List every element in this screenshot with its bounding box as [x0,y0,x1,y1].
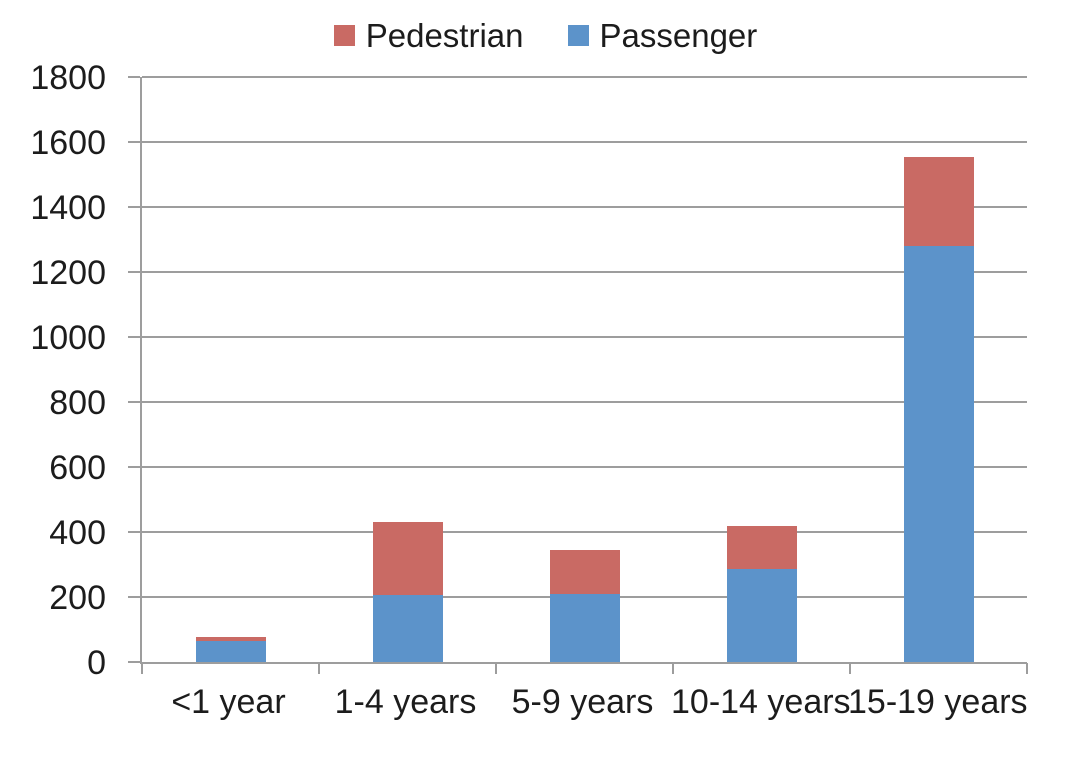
plot-area [128,76,1028,674]
bar-slot [319,77,496,662]
bar-slot [142,77,319,662]
x-axis-tick [672,663,674,674]
y-axis-tick [128,466,140,469]
legend-swatch-icon [333,25,355,47]
legend-label: Passenger [599,17,758,54]
y-axis-label: 1400 [30,189,106,227]
chart-legend: Pedestrian Passenger [0,16,1091,56]
x-axis-label: <1 year [171,683,286,721]
y-axis-label: 200 [49,579,106,618]
x-axis-tick [495,663,497,674]
bar-slot [673,77,850,662]
bar-slot [850,77,1027,662]
y-axis-label: 1600 [30,124,106,163]
y-gridline [142,466,1027,469]
y-axis-label: 0 [87,644,106,682]
y-axis-label: 400 [49,514,106,553]
y-axis-label: 800 [49,384,106,423]
y-gridline [142,271,1027,274]
y-axis-label: 1000 [30,319,106,357]
y-gridline [142,76,1027,78]
y-gridline [142,336,1027,338]
y-axis-tick [128,141,140,144]
y-axis-tick [128,661,140,663]
y-axis-tick [128,596,140,599]
x-axis-labels: <1 year 1-4 years 5-9 years 10-14 years 15-1… [140,682,1028,723]
bar-15-19-years [903,77,974,662]
y-gridline [142,206,1027,208]
bar-segment-passenger [372,595,443,662]
x-axis-tick [1026,663,1028,674]
bar-5-9-years [549,77,620,662]
y-axis-tick [128,76,140,78]
bar-segment-pedestrian [903,156,974,246]
y-axis-label: 1800 [30,59,106,97]
legend-item-pedestrian: Pedestrian [333,16,524,56]
y-gridline [142,141,1027,144]
bar-slot [496,77,673,662]
y-axis-label: 600 [49,449,106,488]
y-axis-tick [128,336,140,338]
y-axis-tick [128,206,140,208]
bar-segment-passenger [903,246,974,662]
bar-segment-pedestrian [372,522,443,596]
y-gridline [142,531,1027,534]
x-axis-label: 10-14 years [671,683,851,721]
x-axis-tick [849,663,851,674]
bar-segment-pedestrian [726,525,797,570]
x-axis-tick [141,663,143,674]
y-gridline [142,401,1027,404]
y-axis-tick [128,531,140,534]
bar--1-year [195,77,266,662]
y-axis-label: 1200 [30,254,106,293]
bar-segment-passenger [726,569,797,662]
y-axis-tick [128,401,140,404]
y-axis-tick [128,271,140,274]
x-axis-label: 1-4 years [334,683,477,721]
x-axis-tick [318,663,320,674]
legend-swatch-icon [567,25,589,47]
x-axis-label: 15-19 years [848,683,1028,721]
bar-segment-pedestrian [549,549,620,594]
bar-segment-passenger [195,640,266,662]
legend-label: Pedestrian [365,17,524,54]
legend-item-passenger: Passenger [567,16,758,56]
bar-1-4-years [372,77,443,662]
bar-segment-pedestrian [195,636,266,641]
y-axis-labels: 0 200 400 600 800 1000 1200 1400 1600 1800 [0,61,106,680]
bar-10-14-years [726,77,797,662]
x-axis-label: 5-9 years [511,683,654,721]
bar-segment-passenger [549,593,620,662]
